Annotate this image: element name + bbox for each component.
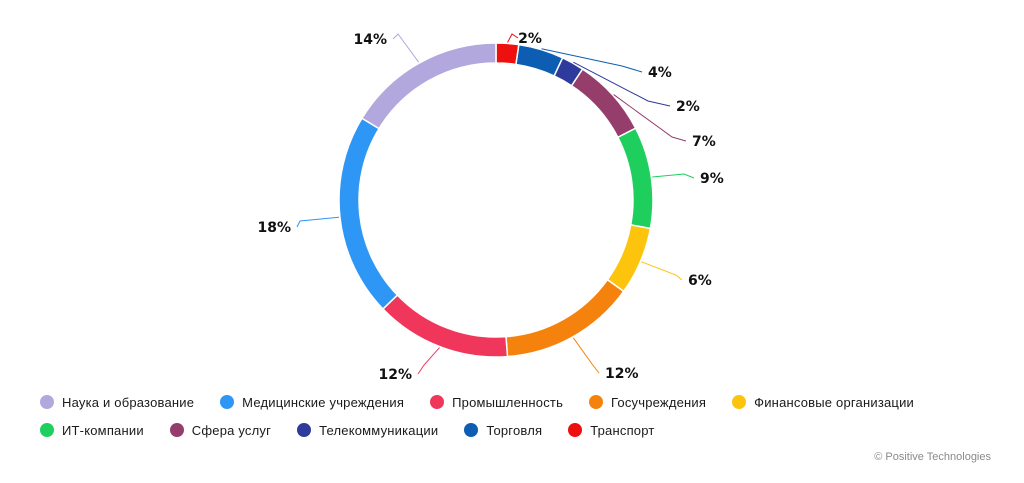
legend-label: Медицинские учреждения xyxy=(242,394,405,410)
legend-item-government[interactable]: Госучреждения xyxy=(589,395,706,410)
legend-swatch xyxy=(169,423,184,437)
legend-label: Наука и образование xyxy=(62,394,195,410)
legend-label: Госучреждения xyxy=(611,394,707,410)
legend-swatch xyxy=(40,423,54,437)
legend-row-2: ИТ-компании Сфера услуг Телекоммуникации… xyxy=(40,416,1000,444)
legend-item-finance[interactable]: Финансовые организации xyxy=(732,395,914,410)
slice-government[interactable] xyxy=(505,278,625,358)
data-label-science-education: 14% xyxy=(353,32,387,48)
connector-medical xyxy=(296,216,339,228)
legend-item-it-companies[interactable]: ИТ-компании xyxy=(40,423,144,438)
data-label-government: 12% xyxy=(605,366,639,382)
slice-industry[interactable] xyxy=(381,294,509,358)
slice-it-companies[interactable] xyxy=(616,127,654,230)
connector-government xyxy=(572,337,600,374)
legend-label: ИТ-компании xyxy=(62,422,144,438)
data-label-it-companies: 9% xyxy=(700,171,724,187)
legend-swatch xyxy=(464,423,479,437)
legend-swatch xyxy=(220,395,235,409)
data-label-industry: 12% xyxy=(378,367,412,383)
legend-item-telecom[interactable]: Телекоммуникации xyxy=(297,423,438,438)
legend-swatch xyxy=(40,395,54,409)
legend-item-science-education[interactable]: Наука и образование xyxy=(40,395,194,410)
connector-it-companies xyxy=(652,173,695,179)
legend-swatch xyxy=(589,395,604,409)
legend-label: Торговля xyxy=(486,422,543,438)
legend-label: Сфера услуг xyxy=(191,422,272,438)
connector-trade xyxy=(541,48,643,73)
legend-label: Промышленность xyxy=(452,394,564,410)
legend-label: Телекоммуникации xyxy=(319,422,439,438)
legend-item-industry[interactable]: Промышленность xyxy=(430,395,563,410)
legend-swatch xyxy=(430,395,445,409)
legend-item-trade[interactable]: Торговля xyxy=(464,423,542,438)
legend-label: Финансовые организации xyxy=(754,394,914,410)
copyright-credit: © Positive Technologies xyxy=(874,451,991,463)
slice-finance[interactable] xyxy=(606,224,652,293)
slice-science-education[interactable] xyxy=(360,42,497,130)
data-label-services: 7% xyxy=(692,134,716,150)
connector-services xyxy=(613,94,687,142)
legend: Наука и образование Медицинские учрежден… xyxy=(40,388,1000,444)
slice-medical[interactable] xyxy=(338,117,399,311)
legend-swatch xyxy=(297,423,312,437)
legend-item-services[interactable]: Сфера услуг xyxy=(169,422,272,438)
data-label-medical: 18% xyxy=(257,220,291,236)
connector-transport xyxy=(507,33,519,43)
legend-label: Транспорт xyxy=(590,422,655,438)
data-label-trade: 4% xyxy=(648,65,672,81)
legend-row-1: Наука и образование Медицинские учрежден… xyxy=(40,388,1000,416)
connector-industry xyxy=(417,347,440,375)
data-label-finance: 6% xyxy=(688,273,712,289)
connector-finance xyxy=(641,261,683,281)
data-label-telecom: 2% xyxy=(676,99,700,115)
data-label-transport: 2% xyxy=(518,31,542,47)
legend-swatch xyxy=(568,423,583,437)
legend-item-medical[interactable]: Медицинские учреждения xyxy=(220,395,404,410)
connector-science-education xyxy=(392,33,420,63)
legend-item-transport[interactable]: Транспорт xyxy=(568,423,654,438)
slice-transport[interactable] xyxy=(495,42,520,66)
legend-swatch xyxy=(732,395,747,409)
connector-telecom xyxy=(573,61,671,107)
